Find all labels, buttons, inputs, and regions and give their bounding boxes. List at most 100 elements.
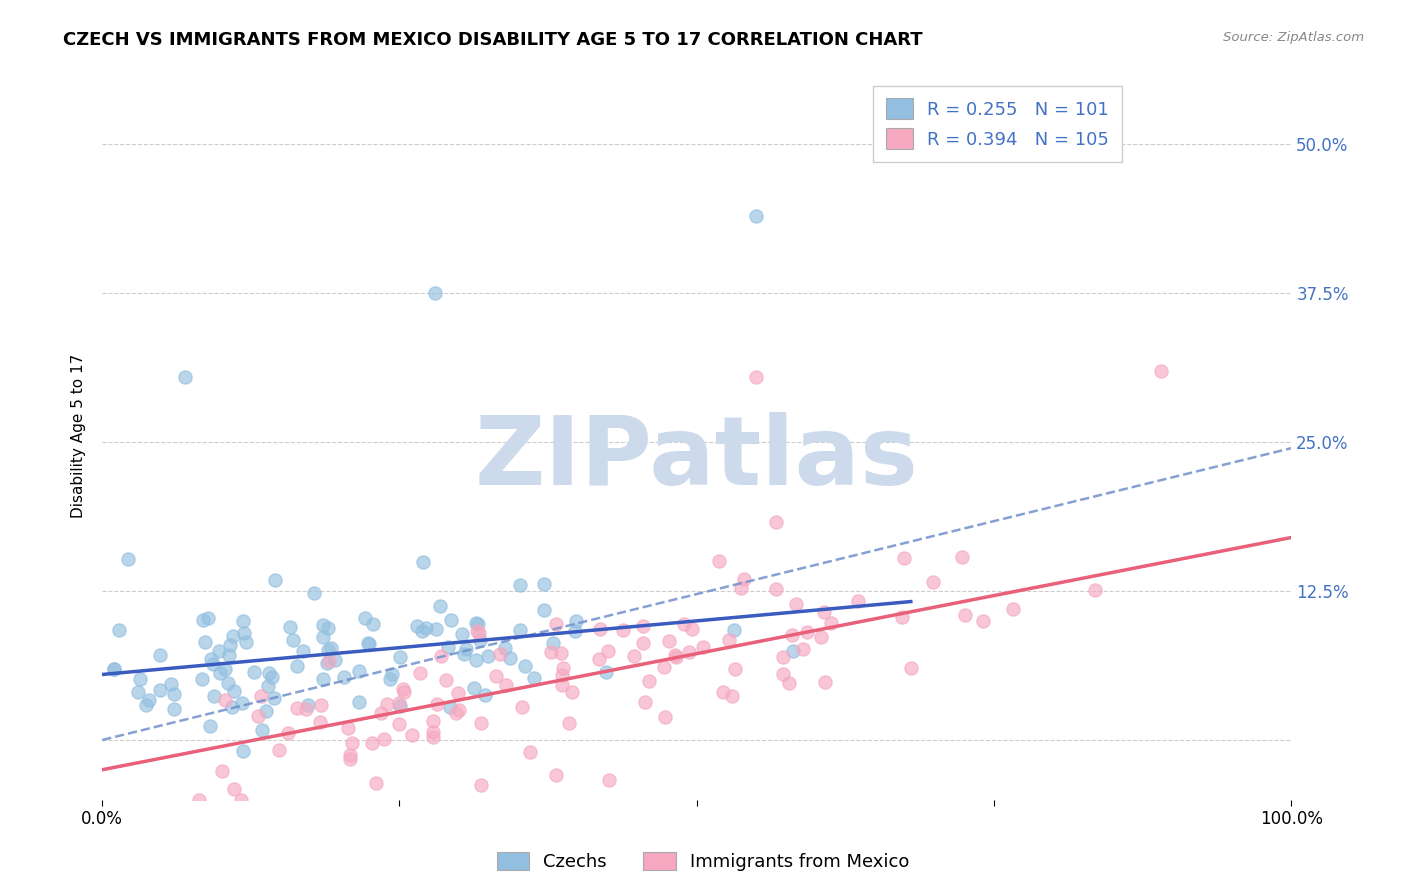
Text: Source: ZipAtlas.com: Source: ZipAtlas.com — [1223, 31, 1364, 45]
Point — [405, 619, 427, 633]
Point — [127, 684, 149, 698]
Y-axis label: Disability Age 5 to 17: Disability Age 5 to 17 — [72, 354, 86, 518]
Point — [519, 745, 541, 759]
Point — [217, 676, 239, 690]
Point — [194, 635, 217, 649]
Point — [315, 656, 337, 670]
Point — [745, 369, 768, 384]
Point — [174, 369, 197, 384]
Point — [678, 645, 700, 659]
Point — [900, 661, 922, 675]
Point — [221, 699, 243, 714]
Point — [422, 730, 444, 744]
Point — [342, 736, 364, 750]
Point — [658, 634, 681, 648]
Point — [429, 599, 451, 613]
Point — [477, 648, 499, 663]
Point — [509, 578, 531, 592]
Point — [129, 672, 152, 686]
Point — [470, 778, 492, 792]
Point — [364, 775, 387, 789]
Point — [772, 667, 794, 681]
Point — [810, 630, 832, 644]
Point — [108, 623, 131, 637]
Point — [1002, 602, 1025, 616]
Point — [336, 722, 359, 736]
Point — [259, 666, 281, 681]
Point — [309, 698, 332, 712]
Point — [1149, 364, 1171, 378]
Point — [357, 635, 380, 649]
Point — [381, 666, 404, 681]
Point — [551, 667, 574, 681]
Point — [281, 633, 304, 648]
Point — [422, 724, 444, 739]
Point — [489, 647, 512, 661]
Point — [380, 672, 402, 686]
Point — [723, 624, 745, 638]
Point — [426, 697, 449, 711]
Point — [197, 611, 219, 625]
Point — [465, 615, 488, 630]
Point — [785, 597, 807, 611]
Point — [316, 643, 339, 657]
Point — [595, 665, 617, 679]
Point — [565, 615, 588, 629]
Point — [631, 618, 654, 632]
Point — [249, 690, 271, 704]
Point — [347, 694, 370, 708]
Point — [444, 706, 467, 720]
Point — [430, 648, 453, 663]
Point — [425, 286, 447, 301]
Point — [235, 635, 257, 649]
Point — [232, 625, 254, 640]
Point — [250, 723, 273, 737]
Point — [277, 726, 299, 740]
Point — [388, 696, 411, 710]
Point — [765, 582, 787, 596]
Point — [263, 573, 285, 587]
Point — [623, 648, 645, 663]
Point — [846, 594, 869, 608]
Point — [523, 672, 546, 686]
Point — [256, 679, 278, 693]
Point — [540, 645, 562, 659]
Point — [222, 683, 245, 698]
Point — [231, 744, 253, 758]
Point — [260, 670, 283, 684]
Point — [359, 637, 381, 651]
Point — [664, 648, 686, 663]
Point — [453, 648, 475, 662]
Point — [187, 792, 209, 806]
Point — [707, 554, 730, 568]
Point — [544, 617, 567, 632]
Point — [394, 685, 416, 699]
Point — [389, 650, 412, 665]
Point — [243, 665, 266, 679]
Point — [425, 622, 447, 636]
Point — [401, 728, 423, 742]
Point — [411, 624, 433, 639]
Point — [202, 689, 225, 703]
Point — [159, 677, 181, 691]
Point — [149, 648, 172, 662]
Point — [450, 627, 472, 641]
Point — [221, 629, 243, 643]
Point — [117, 552, 139, 566]
Point — [652, 660, 675, 674]
Point — [551, 661, 574, 675]
Point — [135, 698, 157, 712]
Point — [149, 682, 172, 697]
Point — [533, 603, 555, 617]
Point — [470, 715, 492, 730]
Point — [392, 681, 415, 696]
Point — [561, 684, 583, 698]
Point — [891, 610, 914, 624]
Point — [246, 709, 269, 723]
Point — [375, 697, 398, 711]
Point — [598, 773, 620, 788]
Point — [103, 662, 125, 676]
Point — [439, 699, 461, 714]
Point — [782, 627, 804, 641]
Point — [796, 624, 818, 639]
